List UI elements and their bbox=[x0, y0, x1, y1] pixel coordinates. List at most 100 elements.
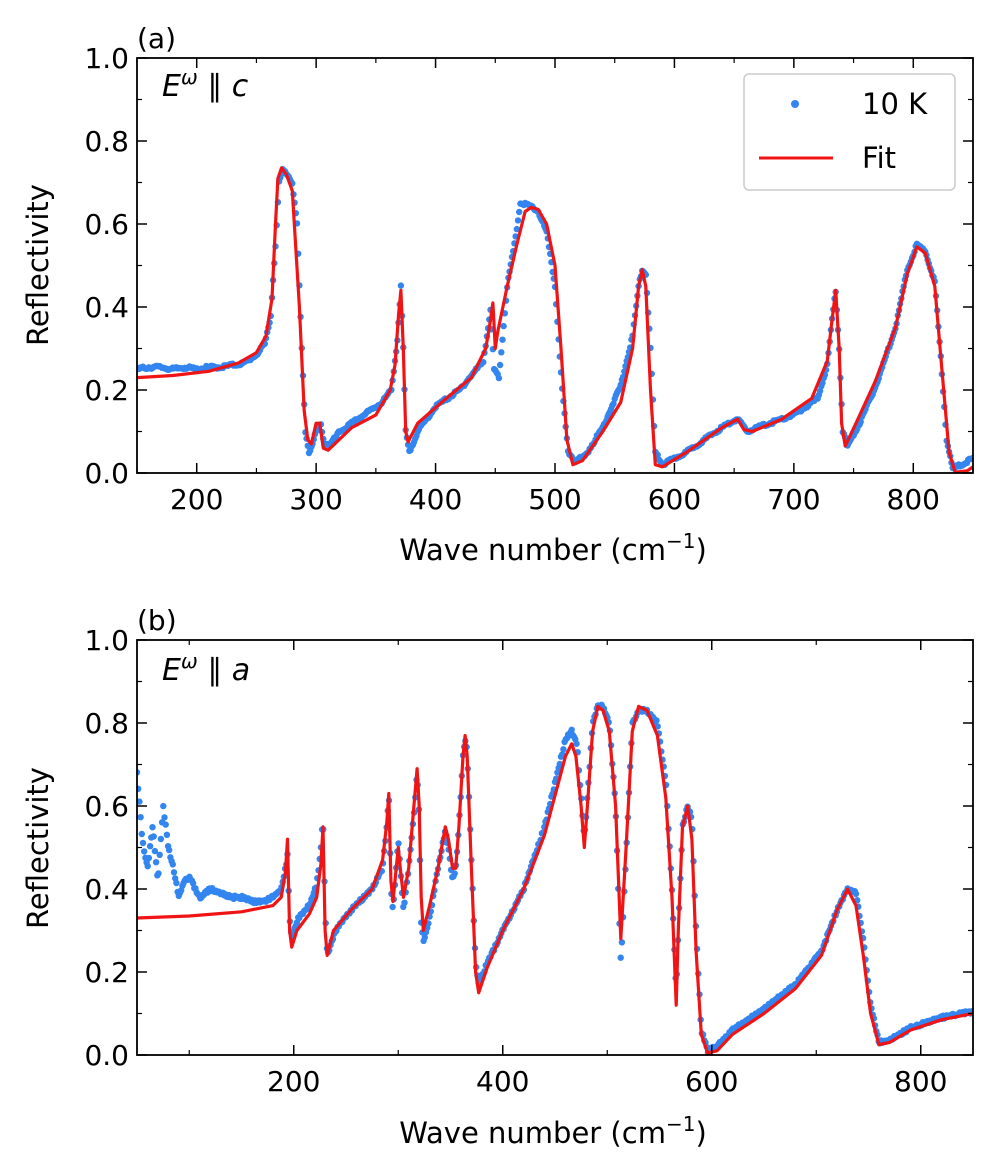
x-tick-label: 600 bbox=[648, 483, 701, 516]
data-point-b bbox=[146, 843, 154, 850]
x-tick-label: 200 bbox=[170, 483, 223, 516]
data-point-a bbox=[610, 400, 617, 407]
x-tick-label: 400 bbox=[476, 1065, 529, 1098]
data-point-b bbox=[137, 798, 143, 805]
data-point-b bbox=[568, 726, 575, 733]
y-tick-label: 0.0 bbox=[84, 1039, 129, 1072]
legend-data-marker bbox=[791, 100, 799, 108]
y-tick-label: 0.0 bbox=[84, 457, 129, 490]
x-tick-label: 800 bbox=[887, 483, 940, 516]
panel-a-field-label: Eω ∥ c bbox=[162, 65, 249, 104]
data-point-a bbox=[498, 349, 505, 356]
data-point-a bbox=[495, 374, 503, 382]
data-point-b bbox=[162, 821, 169, 828]
fit-line-b bbox=[137, 704, 973, 1055]
data-point-a bbox=[496, 361, 504, 369]
x-tick-label: 300 bbox=[289, 483, 342, 516]
axes-frame-b bbox=[136, 639, 974, 1056]
axes-frame-a bbox=[136, 57, 974, 474]
data-point-b bbox=[138, 830, 145, 838]
data-point-b bbox=[152, 859, 160, 866]
y-tick-label: 0.8 bbox=[84, 707, 129, 740]
data-point-b bbox=[560, 746, 567, 753]
data-point-a bbox=[499, 336, 506, 343]
data-point-b bbox=[161, 814, 168, 821]
data-point-b bbox=[170, 869, 178, 876]
panel-a-label: (a) bbox=[137, 22, 176, 55]
x-tick-label: 200 bbox=[267, 1065, 320, 1098]
series-group-b bbox=[137, 701, 973, 1055]
data-point-b bbox=[653, 717, 660, 724]
fit-line-a bbox=[137, 166, 973, 473]
data-point-b bbox=[389, 903, 396, 911]
x-tick-label: 600 bbox=[685, 1065, 738, 1098]
data-point-a bbox=[513, 225, 520, 233]
panel-b: (b) Eω ∥ a 200 400 600 800 0.0 0.2 0.4 0.6 0.8 1.… bbox=[21, 604, 974, 1150]
data-point-b bbox=[141, 848, 148, 855]
data-point-b bbox=[160, 802, 167, 810]
y-axis-label-b: Reflectivity bbox=[21, 767, 55, 929]
y-axis-label-a: Reflectivity bbox=[21, 184, 55, 346]
data-point-b bbox=[451, 870, 458, 877]
data-point-b bbox=[144, 863, 151, 870]
data-point-a bbox=[500, 322, 507, 330]
data-point-b bbox=[617, 954, 624, 961]
data-point-b bbox=[163, 831, 171, 838]
plot-area-a bbox=[137, 166, 973, 473]
data-point-b bbox=[573, 740, 580, 747]
y-tick-label: 0.4 bbox=[84, 291, 129, 324]
legend-fit-label: Fit bbox=[862, 141, 896, 175]
data-point-a bbox=[617, 381, 624, 389]
y-tick-label: 1.0 bbox=[84, 42, 129, 75]
data-point-b bbox=[852, 890, 860, 897]
data-point-b bbox=[156, 851, 163, 858]
data-point-b bbox=[395, 840, 402, 847]
data-point-b bbox=[401, 899, 408, 906]
data-point-b bbox=[166, 846, 173, 854]
data-point-a bbox=[816, 387, 824, 395]
x-axis-label-b: Wave number (cm−1) bbox=[399, 1112, 707, 1150]
data-point-a bbox=[516, 208, 523, 216]
panel-a: (a) Eω ∥ c 200 300 400 500 600 700 800 0.0 0.2 0.… bbox=[21, 22, 974, 567]
x-tick-label: 400 bbox=[409, 483, 462, 516]
y-tick-label: 0.2 bbox=[84, 374, 129, 407]
plot-area-b bbox=[137, 701, 973, 1055]
x-tick-label: 500 bbox=[528, 483, 581, 516]
data-point-b bbox=[421, 934, 428, 941]
data-point-a bbox=[480, 359, 487, 366]
data-point-b bbox=[145, 854, 153, 862]
panel-b-label: (b) bbox=[137, 604, 177, 637]
data-point-a bbox=[397, 282, 405, 289]
y-tick-label: 0.6 bbox=[84, 790, 129, 823]
data-point-b bbox=[189, 880, 197, 887]
data-point-b bbox=[654, 723, 661, 730]
panel-b-field-label: Eω ∥ a bbox=[162, 649, 250, 688]
data-point-b bbox=[173, 879, 180, 887]
data-point-b bbox=[559, 751, 566, 758]
data-point-a bbox=[514, 217, 522, 224]
axis-ticks-b: 200 400 600 800 0.0 0.2 0.4 0.6 0.8 1.0 bbox=[84, 624, 973, 1098]
y-tick-label: 0.8 bbox=[84, 125, 129, 158]
series-group-a bbox=[137, 166, 973, 473]
data-point-b bbox=[157, 835, 165, 843]
y-tick-label: 0.4 bbox=[84, 873, 129, 906]
data-point-b bbox=[139, 839, 147, 847]
data-point-b bbox=[618, 939, 626, 946]
data-point-b bbox=[137, 814, 144, 821]
data-point-b bbox=[151, 847, 159, 855]
legend: 10 K Fit bbox=[743, 73, 956, 191]
axis-ticks-a: 200 300 400 500 600 700 800 0.0 0.2 0.4 0.6 0.8 1.0 bbox=[84, 42, 974, 516]
x-axis-label-a: Wave number (cm−1) bbox=[399, 529, 707, 567]
data-point-b bbox=[169, 861, 176, 868]
x-tick-label: 800 bbox=[894, 1065, 947, 1098]
y-tick-label: 1.0 bbox=[84, 624, 129, 657]
data-point-b bbox=[149, 824, 156, 831]
data-point-b bbox=[155, 870, 162, 877]
data-point-a bbox=[819, 379, 826, 387]
data-point-b bbox=[150, 833, 157, 840]
y-tick-label: 0.6 bbox=[84, 208, 129, 241]
y-tick-label: 0.2 bbox=[84, 956, 129, 989]
x-tick-label: 700 bbox=[767, 483, 820, 516]
data-point-b bbox=[137, 785, 142, 792]
